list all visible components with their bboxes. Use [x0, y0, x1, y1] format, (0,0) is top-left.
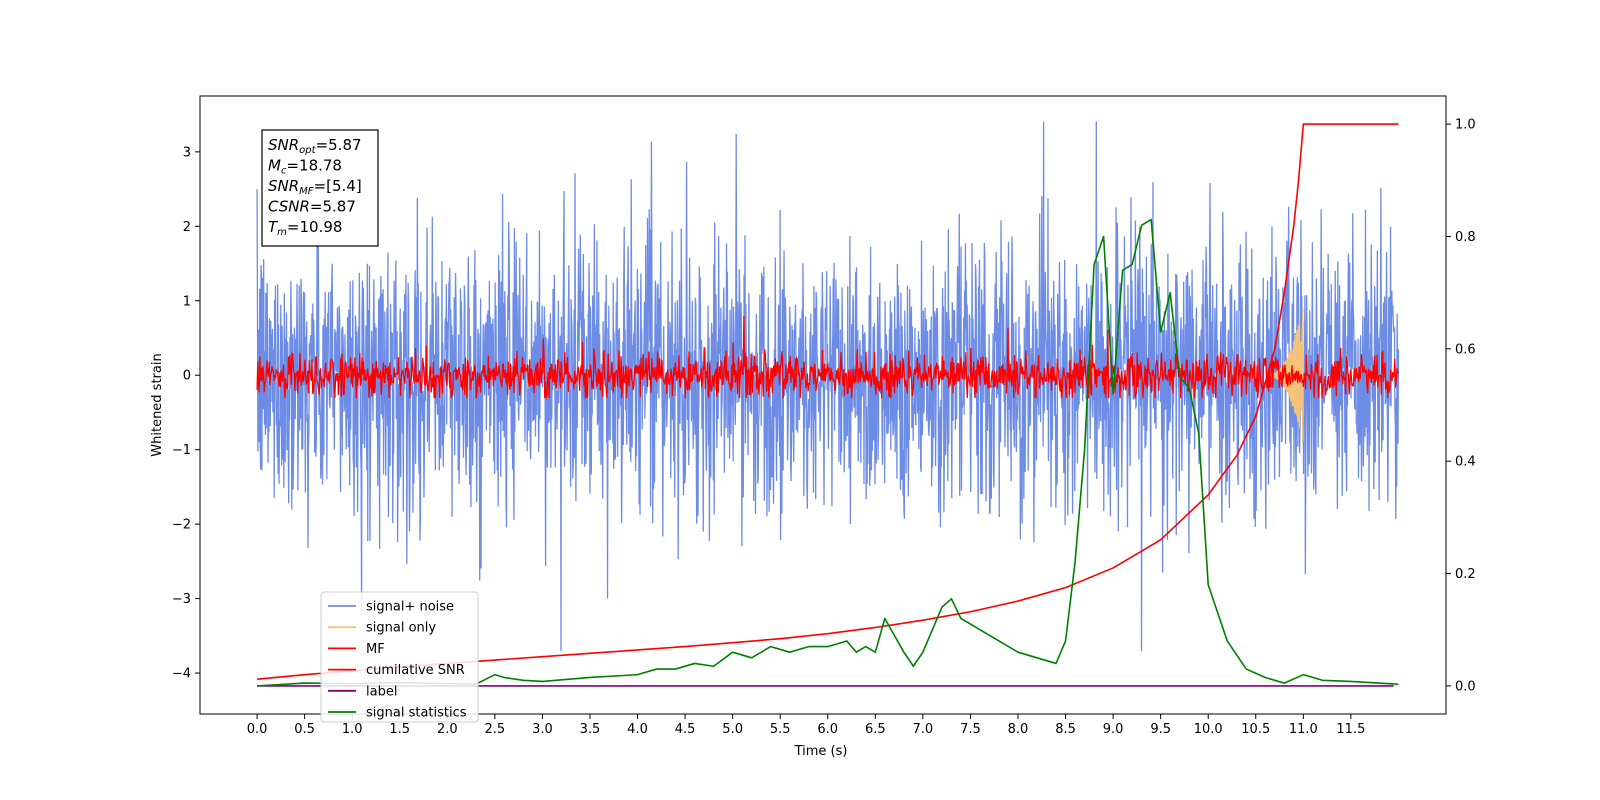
y-left-tick-label: −1 — [172, 443, 191, 458]
y-left-tick-label: 0 — [183, 369, 191, 384]
x-tick-label: 3.5 — [580, 722, 601, 737]
y-left-tick-label: 1 — [183, 294, 191, 309]
x-tick-label: 6.5 — [865, 722, 886, 737]
y-left-tick-label: −3 — [172, 592, 191, 607]
y-right-tick-label: 1.0 — [1455, 118, 1476, 133]
y-axis-label: Whitened strain — [150, 353, 165, 456]
x-axis-label: Time (s) — [794, 744, 848, 759]
plot-area — [256, 121, 1400, 687]
legend-label-signal-noise: signal+ noise — [366, 600, 454, 615]
x-tick-label: 8.5 — [1055, 722, 1076, 737]
x-tick-label: 9.5 — [1150, 722, 1171, 737]
y-left-tick-label: 2 — [183, 220, 191, 235]
x-tick-label: 4.5 — [675, 722, 696, 737]
series-cumilative-snr — [256, 123, 1399, 680]
x-tick-label: 11.5 — [1336, 722, 1365, 737]
x-tick-label: 1.5 — [389, 722, 410, 737]
y-axis-left: 3 2 1 0 −1 −2 −3 −4 — [172, 145, 200, 682]
y-right-tick-label: 0.4 — [1455, 455, 1476, 470]
legend-label-label: label — [366, 684, 397, 699]
x-tick-label: 0.5 — [294, 722, 315, 737]
annotation-mc: Mc=18.78 — [268, 157, 342, 177]
x-tick-label: 11.0 — [1289, 722, 1318, 737]
annotation-tm: Tm=10.98 — [268, 218, 342, 238]
y-right-tick-label: 0.2 — [1455, 567, 1476, 582]
series-signal-statistics — [257, 218, 1399, 687]
x-tick-label: 0.0 — [247, 722, 268, 737]
legend-label-signal-only: signal only — [366, 621, 436, 636]
x-tick-label: 4.0 — [627, 722, 648, 737]
legend-frame — [320, 591, 479, 723]
legend: signal+ noise signal only MF cumilative SNR… — [320, 591, 479, 723]
y-right-tick-label: 0.0 — [1455, 679, 1476, 694]
x-tick-label: 1.0 — [342, 722, 363, 737]
x-tick-label: 3.0 — [532, 722, 553, 737]
legend-label-mf: MF — [366, 642, 385, 657]
annotation-frame — [261, 129, 379, 247]
series-mf — [256, 315, 1400, 399]
x-tick-label: 7.0 — [913, 722, 934, 737]
annotation-snr-opt: SNRopt=5.87 — [268, 136, 362, 156]
x-tick-label: 10.0 — [1194, 722, 1223, 737]
y-axis-right: 1.0 0.8 0.6 0.4 0.2 0.0 — [1446, 118, 1476, 694]
x-tick-label: 7.5 — [960, 722, 981, 737]
plot-frame — [199, 95, 1447, 715]
legend-label-cumilative-snr: cumilative SNR — [366, 663, 465, 678]
x-axis: 0.0 0.5 1.0 1.5 2.0 2.5 3.0 3.5 4.0 4.5 5.0 5.5 6.0 6… — [247, 714, 1365, 737]
x-tick-label: 2.0 — [437, 722, 458, 737]
x-tick-label: 5.5 — [770, 722, 791, 737]
y-left-tick-label: −4 — [172, 667, 191, 682]
legend-label-signal-statistics: signal statistics — [366, 706, 467, 721]
y-left-tick-label: −2 — [172, 518, 191, 533]
y-left-tick-label: 3 — [183, 145, 191, 160]
y-right-tick-label: 0.6 — [1455, 342, 1476, 357]
x-tick-label: 8.0 — [1008, 722, 1029, 737]
x-tick-label: 6.0 — [817, 722, 838, 737]
x-tick-label: 5.0 — [722, 722, 743, 737]
annotation-csnr: CSNR=5.87 — [268, 198, 356, 216]
x-tick-label: 10.5 — [1241, 722, 1270, 737]
y-right-tick-label: 0.8 — [1455, 230, 1476, 245]
x-tick-label: 9.0 — [1103, 722, 1124, 737]
x-tick-label: 2.5 — [485, 722, 506, 737]
annotation-snr-mf: SNRMF=[5.4] — [268, 177, 362, 197]
